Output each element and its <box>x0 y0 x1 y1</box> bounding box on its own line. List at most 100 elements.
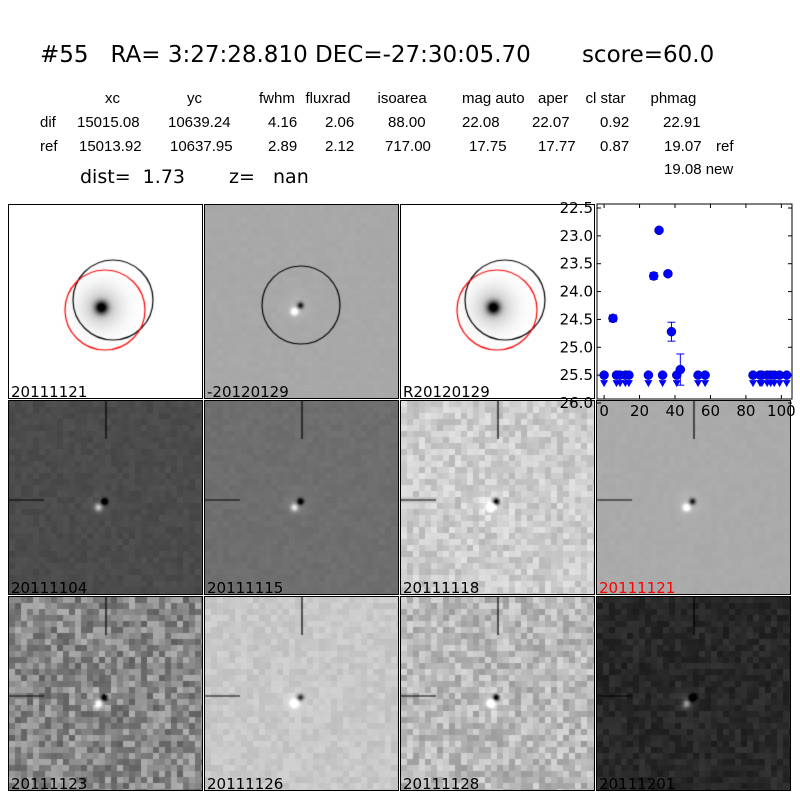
upper-limit-marker <box>672 380 681 388</box>
row-label: ref <box>40 138 58 155</box>
image-stamp: 20111123 <box>8 596 203 791</box>
table-cell: 22.91 <box>663 114 701 131</box>
column-header: cl star <box>585 90 626 107</box>
data-point <box>608 313 618 324</box>
upper-limit-marker <box>616 380 625 388</box>
stamp-date-label: 20111121 <box>599 579 676 595</box>
y-tick-label: 23.5 <box>560 255 593 273</box>
stamp-date-label: 20111126 <box>207 775 284 791</box>
table-cell: 15013.92 <box>79 138 142 155</box>
stamp-date-label: 20111123 <box>11 775 88 791</box>
row-extra: ref <box>716 138 734 155</box>
x-tick-label: 60 <box>701 402 720 420</box>
image-stamp: 20111128 <box>400 596 595 791</box>
upper-limit-marker <box>694 380 703 388</box>
x-tick-label: 80 <box>736 402 755 420</box>
stamp-image <box>9 401 202 594</box>
y-tick-label: 23.0 <box>560 227 593 245</box>
table-cell: 19.07 <box>664 138 702 155</box>
image-stamp: R20120129 <box>400 204 595 399</box>
image-stamp: 20111201 <box>596 596 791 791</box>
column-header: phmag <box>650 90 697 107</box>
upper-limit-marker <box>644 380 653 388</box>
image-stamp: 20111115 <box>204 400 399 595</box>
stamp-date-label: R20120129 <box>403 383 490 399</box>
table-cell: 88.00 <box>388 114 426 131</box>
upper-limit-marker <box>600 380 609 388</box>
upper-limit-point <box>624 370 634 380</box>
upper-limit-point <box>700 370 710 380</box>
stamp-image <box>597 597 790 790</box>
stamp-image <box>9 597 202 790</box>
upper-limit-marker <box>770 380 779 388</box>
column-header: yc <box>187 90 202 107</box>
image-stamp: -20120129 <box>204 204 399 399</box>
stamp-date-label: 20111115 <box>207 579 284 595</box>
data-point <box>675 364 686 375</box>
upper-limit-marker <box>782 380 791 388</box>
data-point <box>666 326 677 337</box>
stamp-image <box>9 205 202 398</box>
table-cell: 2.89 <box>268 138 298 155</box>
stamp-date-label: -20120129 <box>207 383 289 399</box>
table-cell: 0.87 <box>600 138 630 155</box>
stamp-date-label: 20111104 <box>11 579 88 595</box>
image-stamp: 20111118 <box>400 400 595 595</box>
plot-area <box>596 203 793 400</box>
column-header: isoarea <box>377 90 427 107</box>
image-stamp: 20111121 <box>596 400 791 595</box>
upper-limit-point <box>599 370 609 380</box>
stamp-image <box>401 205 594 398</box>
column-header: aper <box>538 90 569 107</box>
column-header: mag auto <box>462 90 525 107</box>
z-text: z= nan <box>229 166 309 188</box>
phmag-new: 19.08 new <box>664 161 734 178</box>
upper-limit-marker <box>749 380 757 388</box>
upper-limit-point <box>643 370 654 380</box>
x-tick-label: 100 <box>767 402 796 420</box>
stamp-image <box>205 205 398 398</box>
row-label: dif <box>40 114 56 131</box>
table-cell: 17.75 <box>469 138 507 155</box>
table-cell: 15015.08 <box>77 114 140 131</box>
data-point <box>648 271 659 281</box>
x-tick-label: 0 <box>599 402 609 420</box>
table-cell: 22.07 <box>532 114 570 131</box>
candidate-title: #55 RA= 3:27:28.810 DEC=-27:30:05.70 sco… <box>40 42 715 68</box>
table-cell: 2.06 <box>325 114 355 131</box>
y-tick-label: 25.0 <box>560 338 593 356</box>
upper-limit-marker <box>658 380 667 388</box>
table-cell: 10639.24 <box>168 114 231 131</box>
table-cell: 0.92 <box>600 114 630 131</box>
data-point <box>654 225 664 236</box>
upper-limit-marker <box>775 380 784 388</box>
column-header: xc <box>105 90 120 107</box>
table-cell: 2.12 <box>325 138 355 155</box>
dist-text: dist= 1.73 <box>80 166 185 188</box>
y-tick-label: 24.0 <box>560 283 593 301</box>
y-tick-label: 25.5 <box>560 366 593 384</box>
image-stamp: 20111121 <box>8 204 203 399</box>
stamp-date-label: 20111201 <box>599 775 676 791</box>
stamp-date-label: 20111121 <box>11 383 88 399</box>
stamp-date-label: 20111118 <box>403 579 480 595</box>
table-cell: 10637.95 <box>170 138 233 155</box>
table-cell: 4.16 <box>268 114 298 131</box>
stamp-image <box>205 401 398 594</box>
stamp-image <box>401 401 594 594</box>
upper-limit-point <box>781 370 792 380</box>
data-point <box>663 268 673 279</box>
stamp-date-label: 20111128 <box>403 775 480 791</box>
column-header: fluxrad <box>305 90 351 107</box>
image-stamp: 20111126 <box>204 596 399 791</box>
x-tick-label: 40 <box>665 402 684 420</box>
y-tick-label: 26.0 <box>560 394 593 412</box>
upper-limit-point <box>657 370 668 380</box>
stamp-image <box>205 597 398 790</box>
stamp-image <box>401 597 594 790</box>
x-tick-label: 20 <box>630 402 649 420</box>
y-tick-label: 22.5 <box>560 199 593 217</box>
table-cell: 22.08 <box>462 114 500 131</box>
